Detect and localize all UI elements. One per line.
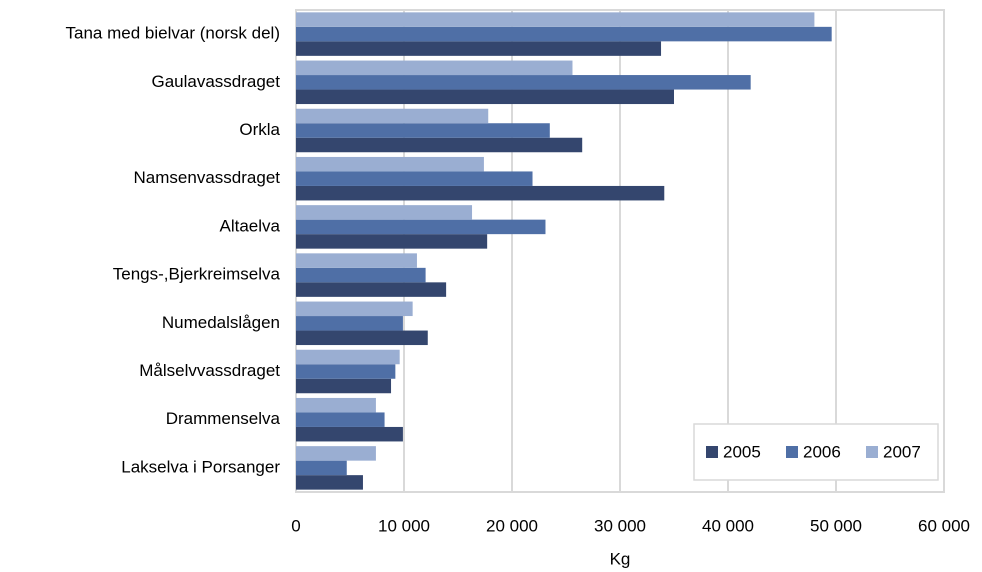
legend-swatch: [866, 446, 878, 458]
y-tick-label: Numedalslågen: [162, 313, 280, 332]
bar: [296, 364, 396, 379]
legend-box: [693, 423, 939, 481]
bar: [296, 446, 376, 461]
bar: [296, 108, 489, 124]
bar: [296, 12, 815, 27]
x-tick-label: 0: [291, 516, 300, 535]
y-tick-label: Drammenselva: [166, 409, 281, 428]
y-tick-label: Tana med bielvar (norsk del): [66, 24, 280, 43]
x-tick-label: 50 000: [810, 516, 862, 535]
y-tick-label: Altaelva: [220, 216, 281, 235]
bar: [296, 219, 546, 235]
x-tick-label: 60 000: [918, 516, 970, 535]
x-tick-label: 30 000: [594, 516, 646, 535]
bar: [296, 185, 665, 201]
bar: [296, 41, 662, 56]
bar: [296, 426, 403, 442]
bar: [296, 267, 426, 283]
bar: [296, 89, 674, 105]
bar: [296, 316, 403, 331]
bar: [296, 137, 583, 153]
legend-label: 2005: [723, 442, 761, 461]
bar: [296, 26, 832, 42]
bar: [296, 123, 550, 138]
x-tick-label: 10 000: [378, 516, 430, 535]
bar: [296, 330, 428, 346]
bar: [296, 475, 363, 490]
bar: [296, 301, 413, 317]
bar: [296, 171, 533, 186]
y-tick-label: Målselvvassdraget: [139, 361, 280, 380]
bar: [296, 60, 573, 76]
bar: [296, 397, 376, 413]
y-tick-label: Namsenvassdraget: [134, 168, 281, 187]
bar: [296, 282, 447, 297]
bar: [296, 412, 385, 427]
x-axis-label: Kg: [610, 549, 631, 568]
bar: [296, 460, 347, 476]
y-tick-label: Orkla: [239, 120, 280, 139]
y-tick-label: Gaulavassdraget: [151, 72, 280, 91]
bar: [296, 349, 400, 365]
legend-label: 2006: [803, 442, 841, 461]
plot-border: [295, 9, 945, 493]
legend-label: 2007: [883, 442, 921, 461]
y-tick-label: Lakselva i Porsanger: [121, 457, 280, 476]
bar: [296, 156, 484, 172]
x-tick-label: 20 000: [486, 516, 538, 535]
x-tick-label: 40 000: [702, 516, 754, 535]
legend-swatch: [706, 446, 718, 458]
bar: [296, 234, 488, 249]
bar: [296, 378, 392, 394]
legend-swatch: [786, 446, 798, 458]
y-tick-label: Tengs-,Bjerkreimselva: [113, 265, 281, 284]
bar: [296, 75, 751, 90]
bar: [296, 253, 417, 268]
bar: [296, 205, 473, 220]
